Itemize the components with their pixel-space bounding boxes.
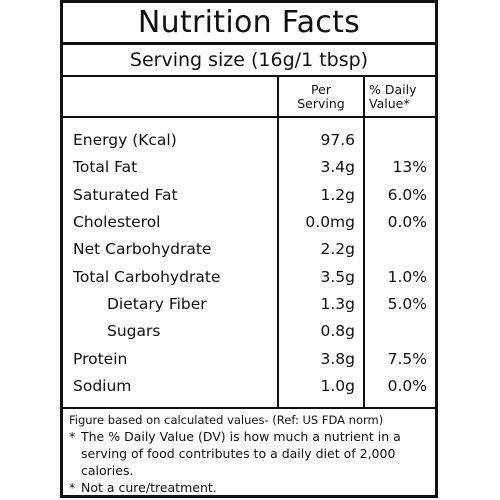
nutrient-name: Sugars bbox=[107, 322, 161, 341]
nutrient-value: 3.4g bbox=[277, 154, 365, 182]
table-row: Total Carbohydrate 3.5g 1.0% bbox=[63, 263, 435, 291]
nutrient-daily-value bbox=[364, 236, 435, 263]
calculation-basis-note: Figure based on calculated values- (Ref:… bbox=[69, 412, 384, 427]
table-row: Saturated Fat 1.2g 6.0% bbox=[63, 181, 435, 209]
nutrient-daily-value: 6.0% bbox=[387, 185, 427, 204]
table-row: Cholesterol 0.0mg 0.0% bbox=[63, 208, 435, 237]
nutrient-name: Total Carbohydrate bbox=[73, 267, 221, 286]
table-row: Protein 3.8g 7.5% bbox=[63, 345, 435, 373]
nutrient-daily-value: 0.0% bbox=[387, 376, 427, 395]
nutrient-column-header bbox=[63, 77, 279, 118]
daily-value-header-line2: Value* bbox=[369, 95, 410, 111]
daily-value-header: % Daily Value* bbox=[364, 77, 435, 118]
nutrient-value: 97.6 bbox=[277, 127, 365, 155]
nutrient-value: 2.2g bbox=[277, 236, 365, 264]
nutrient-name: Saturated Fat bbox=[73, 185, 178, 204]
table-row: Total Fat 3.4g 13% bbox=[63, 154, 435, 182]
nutrient-name: Sodium bbox=[73, 376, 132, 395]
table-row: Net Carbohydrate 2.2g bbox=[63, 236, 435, 264]
nutrition-table: Per Serving % Daily Value* Energy (Kcal)… bbox=[63, 77, 435, 407]
table-row: Dietary Fiber 1.3g 5.0% bbox=[63, 290, 435, 319]
serving-size: Serving size (16g/1 tbsp) bbox=[63, 45, 435, 77]
nutrient-daily-value bbox=[364, 318, 435, 345]
nutrient-value: 0.0mg bbox=[277, 208, 365, 237]
disclaimer-footnote-text: Not a cure/treatment. bbox=[81, 479, 217, 495]
nutrient-name: Dietary Fiber bbox=[107, 294, 207, 313]
nutrient-daily-value: 1.0% bbox=[387, 267, 427, 286]
footnotes: Figure based on calculated values- (Ref:… bbox=[63, 406, 435, 496]
label-title: Nutrition Facts bbox=[63, 3, 435, 45]
table-row: Sodium 1.0g 0.0% bbox=[63, 372, 435, 400]
nutrient-value: 0.8g bbox=[277, 318, 365, 346]
nutrient-daily-value: 7.5% bbox=[387, 349, 427, 368]
daily-value-footnote-text: The % Daily Value (DV) is how much a nut… bbox=[81, 428, 401, 478]
nutrient-value: 1.0g bbox=[277, 372, 365, 400]
nutrient-name: Net Carbohydrate bbox=[73, 240, 212, 259]
nutrient-name: Cholesterol bbox=[73, 213, 161, 232]
per-serving-header-line2: Serving bbox=[297, 95, 345, 111]
nutrient-name: Protein bbox=[73, 349, 128, 368]
nutrient-value: 3.8g bbox=[277, 345, 365, 373]
nutrient-daily-value: 5.0% bbox=[387, 294, 427, 313]
nutrient-daily-value: 0.0% bbox=[387, 213, 427, 232]
footnote-asterisk: * bbox=[69, 479, 76, 495]
nutrient-daily-value: 13% bbox=[392, 158, 427, 177]
footnote-asterisk: * bbox=[69, 428, 76, 444]
disclaimer-footnote: * Not a cure/treatment. bbox=[69, 479, 429, 496]
table-header-row: Per Serving % Daily Value* bbox=[63, 77, 435, 118]
per-serving-header-line1: Per bbox=[311, 81, 331, 97]
nutrition-facts-label: Nutrition Facts Serving size (16g/1 tbsp… bbox=[60, 0, 438, 498]
nutrient-value: 1.3g bbox=[277, 290, 365, 319]
per-serving-header: Per Serving bbox=[278, 77, 365, 118]
nutrient-value: 1.2g bbox=[277, 181, 365, 209]
daily-value-header-line1: % Daily bbox=[369, 81, 417, 97]
nutrient-name: Energy (Kcal) bbox=[73, 131, 177, 150]
daily-value-footnote: * The % Daily Value (DV) is how much a n… bbox=[69, 428, 429, 479]
nutrient-name: Total Fat bbox=[73, 158, 138, 177]
table-row: Sugars 0.8g bbox=[63, 318, 435, 346]
nutrient-value: 3.5g bbox=[277, 263, 365, 291]
table-row: Energy (Kcal) 97.6 bbox=[63, 127, 435, 155]
nutrient-daily-value bbox=[364, 127, 435, 154]
